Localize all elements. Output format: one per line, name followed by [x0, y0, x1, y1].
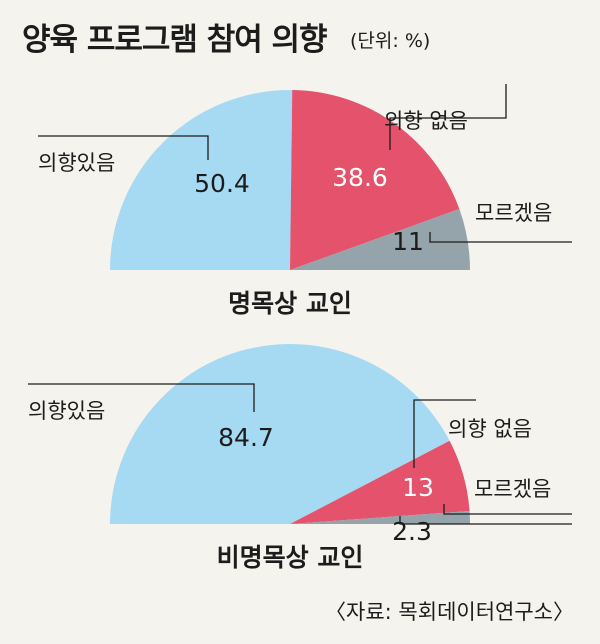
category-label-no: 의향 없음: [384, 109, 468, 133]
value-label-yes: 50.4: [194, 169, 250, 198]
category-label-no: 의향 없음: [448, 417, 532, 441]
slice-no: [290, 440, 470, 524]
slice-unknown: [290, 209, 470, 270]
value-label-unknown: 11: [392, 227, 424, 256]
chart-subtitle: 명목상 교인: [228, 289, 352, 318]
category-label-yes: 의향있음: [28, 399, 105, 423]
source-note: 〈자료: 목회데이터연구소〉: [325, 600, 574, 624]
chart-subtitle: 비명목상 교인: [217, 543, 364, 572]
value-label-no: 13: [402, 473, 434, 502]
leader-line: [38, 135, 209, 160]
slice-yes: [110, 344, 450, 524]
slice-no: [290, 90, 460, 270]
leader-line: [28, 383, 255, 412]
value-label-yes: 84.7: [218, 423, 274, 452]
category-label-unknown: 모르겠음: [474, 477, 551, 501]
leader-line: [429, 232, 572, 243]
leader-line: [399, 516, 572, 525]
leader-line: [443, 504, 572, 515]
unit-label: (단위: %): [350, 30, 431, 52]
category-label-unknown: 모르겠음: [475, 201, 552, 225]
leader-line: [389, 84, 507, 150]
slice-unknown: [290, 511, 470, 524]
chart-title: 양육 프로그램 참여 의향: [22, 22, 328, 58]
value-label-no: 38.6: [332, 163, 388, 192]
value-label-unknown: 2.3: [392, 517, 432, 546]
category-label-yes: 의향있음: [38, 151, 115, 175]
slice-yes: [110, 89, 293, 270]
leader-line: [413, 399, 476, 468]
